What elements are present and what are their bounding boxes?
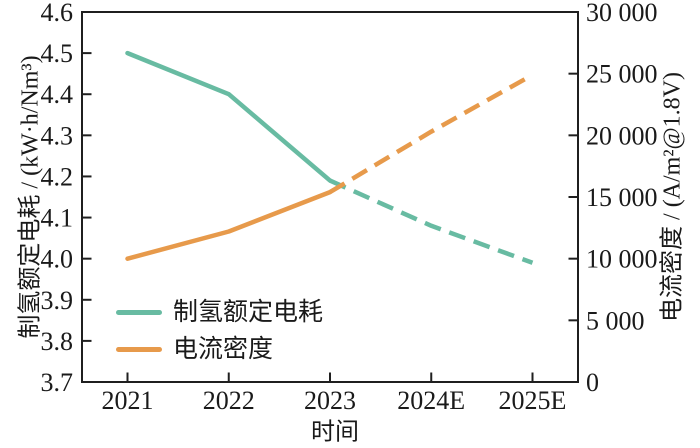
legend: 制氢额定电耗 电流密度 (116, 297, 323, 365)
legend-item: 电流密度 (116, 334, 323, 365)
series-line-dashed-0 (329, 178, 534, 265)
legend-line-sample-current-density (116, 347, 162, 352)
left-axis-tick-label: 4.0 (41, 245, 74, 274)
left-axis-tick-label: 4.4 (41, 80, 74, 109)
plot-frame (81, 11, 579, 383)
x-tick-label: 2022 (203, 386, 255, 415)
right-axis-tick-label: 15 000 (586, 183, 658, 212)
left-axis-tick-label: 4.1 (41, 204, 74, 233)
legend-item-label: 电流密度 (173, 336, 274, 363)
left-axis-tick-label: 3.7 (41, 368, 74, 397)
x-tick-label: 2023 (304, 386, 356, 415)
series-line-solid-1 (125, 189, 333, 261)
right-axis-tick-label: 5 000 (586, 306, 645, 335)
legend-item: 制氢额定电耗 (116, 297, 323, 328)
x-tick-label: 2025E (499, 386, 567, 415)
legend-line-sample-consumption (116, 310, 162, 315)
left-axis-tick-label: 4.3 (41, 121, 74, 150)
x-axis-title: 时间 (311, 419, 359, 446)
left-axis-tick-label: 3.9 (41, 286, 74, 315)
x-tick-label: 2021 (102, 386, 154, 415)
right-axis-tick-label: 10 000 (586, 245, 658, 274)
right-axis-tick-label: 20 000 (586, 121, 658, 150)
series-line-dashed-1 (328, 72, 534, 195)
left-axis-tick-label: 4.2 (41, 162, 74, 191)
series-line-solid-0 (125, 50, 333, 183)
right-axis-tick-label: 30 000 (586, 0, 658, 27)
left-axis-title: 制氢额定电耗 / (kW·h/Nm³) (17, 55, 44, 339)
right-axis-tick-label: 25 000 (586, 60, 658, 89)
right-axis-title: 电流密度 / (A/m²@1.8V) (659, 72, 686, 322)
left-axis-tick-label: 3.8 (41, 327, 74, 356)
x-tick-label: 2024E (397, 386, 465, 415)
left-axis-tick-label: 4.6 (41, 0, 74, 27)
left-axis-tick-label: 4.5 (41, 39, 74, 68)
right-axis-tick-label: 0 (586, 368, 599, 397)
legend-item-label: 制氢额定电耗 (173, 299, 324, 326)
